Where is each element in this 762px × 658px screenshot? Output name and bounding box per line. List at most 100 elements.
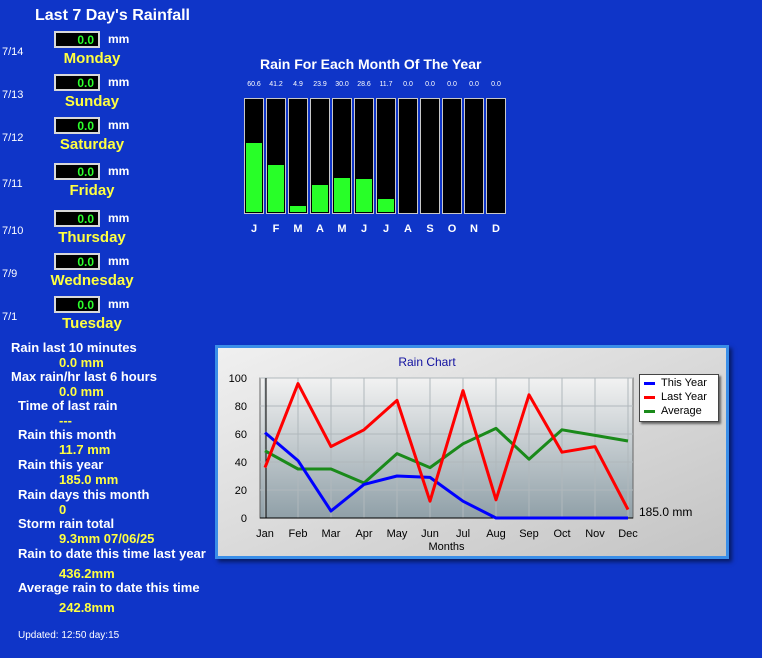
stat-value: 11.7 mm	[59, 442, 111, 457]
y-tick-label: 100	[229, 373, 247, 385]
x-tick-label: Sep	[519, 528, 539, 540]
month-bar	[356, 179, 372, 212]
year-total-annotation: 185.0 mm	[639, 505, 693, 519]
month-bar-frame	[288, 98, 308, 214]
series-line-average	[264, 426, 629, 485]
x-tick-label: Nov	[585, 528, 605, 540]
day-rain-unit: mm	[108, 164, 130, 178]
day-rain-unit: mm	[108, 297, 130, 311]
day-date: 7/10	[2, 225, 24, 237]
y-tick-label: 80	[235, 401, 247, 413]
stat-label: Storm rain total	[18, 516, 115, 531]
legend-item: Average	[644, 405, 702, 418]
day-rain-unit: mm	[108, 254, 130, 268]
rain-chart-title: Rain Chart	[398, 355, 456, 369]
month-bar	[312, 184, 328, 212]
stat-value: 185.0 mm	[59, 472, 119, 487]
month-bar-frame	[354, 98, 374, 214]
series-line-this-year	[264, 431, 628, 520]
x-tick-label: Jul	[456, 528, 470, 540]
month-bar-frame	[486, 98, 506, 214]
stat-value: 9.3mm 07/06/25	[59, 531, 155, 546]
y-tick-label: 0	[241, 513, 247, 525]
month-bar	[246, 142, 262, 212]
stat-value: 242.8mm	[59, 600, 115, 615]
month-bar-label: J	[382, 223, 390, 235]
day-date: 7/9	[2, 268, 18, 280]
day-date: 7/12	[2, 132, 24, 144]
month-bar-frame	[376, 98, 396, 214]
stat-label: Rain this month	[18, 427, 117, 442]
day-date: 7/14	[2, 46, 24, 58]
month-bar-label: J	[360, 223, 368, 235]
y-tick-label: 40	[235, 457, 247, 469]
x-tick-label: Jan	[256, 528, 274, 540]
x-tick-label: Mar	[322, 528, 341, 540]
month-bar-value-label: 0.0	[403, 81, 413, 88]
month-bar-frame	[266, 98, 286, 214]
day-name: Thursday	[58, 229, 126, 246]
month-bar-value-label: 28.6	[357, 81, 371, 88]
day-date: 7/11	[2, 178, 23, 190]
x-axis-label: Months	[428, 541, 465, 553]
legend-item: Last Year	[644, 391, 707, 404]
month-bar	[378, 198, 394, 212]
day-name: Saturday	[59, 136, 125, 153]
month-bar-frame	[244, 98, 264, 214]
day-rain-unit: mm	[108, 75, 130, 89]
month-bar-value-label: 0.0	[491, 81, 501, 88]
day-rain-unit: mm	[108, 32, 130, 46]
month-bar-value-label: 11.7	[379, 81, 393, 88]
rain-line-chart: Rain Chart 0 20 40 60 80 100 Jan Feb Mar Apr May Ju…	[218, 348, 726, 556]
stat-value: 0	[59, 502, 67, 517]
day-date: 7/13	[2, 89, 24, 101]
day-rain-value: 0.0	[54, 163, 100, 180]
month-bar-frame	[398, 98, 418, 214]
month-bar-frame	[310, 98, 330, 214]
month-bar-label: A	[316, 223, 324, 235]
day-rain-value: 0.0	[54, 117, 100, 134]
stat-value: 0.0 mm	[59, 384, 104, 399]
month-bar-frame	[464, 98, 484, 214]
month-bar-label: D	[492, 223, 500, 235]
month-bar	[290, 206, 306, 212]
month-bar-label: F	[272, 223, 280, 235]
x-tick-label: May	[387, 528, 408, 540]
month-bar-value-label: 23.9	[313, 81, 327, 88]
day-rain-value: 0.0	[54, 31, 100, 48]
x-tick-label: Apr	[355, 528, 372, 540]
y-tick-label: 20	[235, 485, 247, 497]
day-date: 7/1	[2, 311, 18, 323]
legend-swatch	[644, 409, 655, 413]
month-bar-value-label: 60.6	[247, 81, 261, 88]
month-bar-label: J	[250, 223, 258, 235]
stat-label: Rain last 10 minutes	[11, 340, 137, 355]
x-tick-label: Oct	[553, 528, 570, 540]
x-tick-label: Dec	[618, 528, 638, 540]
month-bar-label: N	[470, 223, 478, 235]
x-tick-label: Aug	[486, 528, 506, 540]
month-bar-label: M	[337, 223, 347, 235]
month-bar-frame	[442, 98, 462, 214]
day-name: Tuesday	[62, 315, 122, 332]
month-bar-value-label: 0.0	[425, 81, 435, 88]
month-bar-value-label: 41.2	[269, 81, 283, 88]
stat-label: Rain this year	[18, 457, 104, 472]
month-bar	[334, 177, 350, 212]
day-rain-value: 0.0	[54, 210, 100, 227]
legend-item: This Year	[644, 377, 707, 390]
month-bar-label: A	[404, 223, 412, 235]
month-bar-frame	[420, 98, 440, 214]
month-bar-frame	[332, 98, 352, 214]
month-bar-label: S	[426, 223, 434, 235]
stat-label: Time of last rain	[18, 398, 118, 413]
monthly-chart-title: Rain For Each Month Of The Year	[260, 56, 482, 72]
legend-swatch	[644, 381, 655, 385]
month-bar-value-label: 0.0	[447, 81, 457, 88]
updated-text: Updated: 12:50 day:15	[18, 630, 120, 641]
stat-label: Average rain to date this time	[18, 580, 200, 595]
month-bar-value-label: 0.0	[469, 81, 479, 88]
series-line-last-year	[263, 382, 630, 511]
month-bar-label: M	[293, 223, 303, 235]
stat-value: 0.0 mm	[59, 355, 104, 370]
